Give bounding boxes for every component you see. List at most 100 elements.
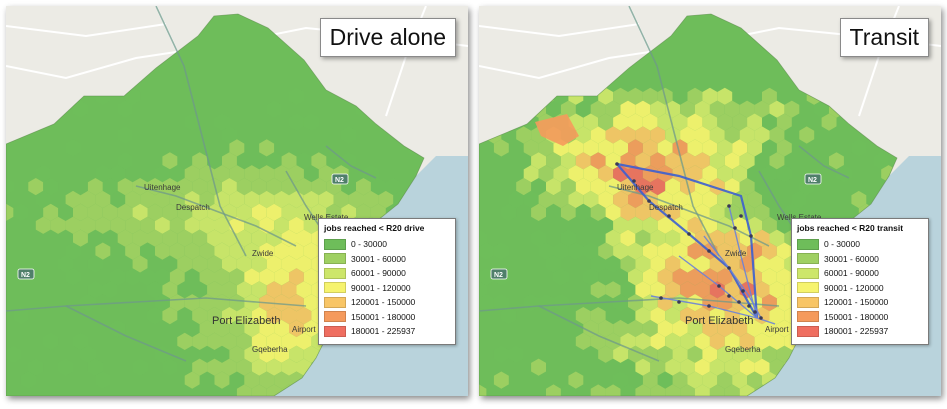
access-hexagon <box>695 384 710 396</box>
transit-stop <box>739 214 743 218</box>
access-hexagon <box>281 332 297 350</box>
access-hexagon <box>739 178 755 196</box>
transit-stop <box>737 300 741 304</box>
access-hexagon <box>560 203 576 221</box>
access-hexagon <box>732 371 748 389</box>
road <box>325 145 377 179</box>
access-hexagon <box>58 358 73 376</box>
access-hexagon <box>95 165 111 183</box>
access-hexagon <box>590 100 606 118</box>
access-hexagon <box>650 229 666 247</box>
access-hexagon <box>546 178 561 196</box>
access-hexagon <box>244 345 260 363</box>
access-hexagon <box>184 242 200 260</box>
access-hexagon <box>214 190 230 209</box>
access-hexagon <box>326 203 342 221</box>
access-hexagon <box>672 345 688 363</box>
access-hexagon <box>724 152 740 170</box>
access-hexagon <box>251 255 267 273</box>
access-hexagon <box>598 139 614 157</box>
access-hexagon <box>717 294 733 312</box>
access-hexagon <box>266 384 282 396</box>
access-hexagon <box>657 268 673 286</box>
access-hexagon <box>747 139 762 157</box>
access-hexagon <box>687 345 703 363</box>
access-hexagon <box>251 203 267 221</box>
transit-stop <box>733 226 737 230</box>
access-hexagon <box>709 332 725 350</box>
access-hexagon <box>702 345 718 363</box>
access-hexagon <box>222 152 237 170</box>
access-hexagon <box>95 190 111 209</box>
access-hexagon <box>665 229 681 247</box>
access-hexagon <box>635 203 651 221</box>
access-hexagon <box>657 216 673 234</box>
access-hexagon <box>657 113 673 131</box>
access-hexagon <box>80 190 96 209</box>
access-hexagon <box>590 152 606 170</box>
access-hexagon <box>560 152 576 170</box>
access-hexagon <box>6 178 14 196</box>
access-hexagon <box>709 229 725 247</box>
access-hexagon <box>102 281 118 299</box>
access-hexagon <box>6 345 21 363</box>
access-hexagon <box>635 281 651 299</box>
access-hexagon <box>762 345 777 363</box>
access-hexagon <box>222 178 237 196</box>
access-hexagon <box>192 255 208 273</box>
access-hexagon <box>259 268 275 286</box>
place-label-wells-estate: Wells Estate <box>777 213 822 222</box>
access-hexagon <box>732 165 748 183</box>
access-hexagon <box>709 152 725 170</box>
access-hexagon <box>147 203 163 221</box>
access-hexagon <box>680 307 695 325</box>
legend-label: 120001 - 150000 <box>824 297 889 308</box>
access-hexagon <box>274 165 289 183</box>
access-hexagon <box>162 358 178 376</box>
access-hexagon <box>73 100 88 118</box>
road <box>608 185 770 247</box>
access-hexagon <box>680 332 695 350</box>
place-label-airport: Airport <box>765 325 789 334</box>
access-hexagon <box>303 268 319 286</box>
access-hexagon <box>117 126 133 144</box>
access-hexagon <box>479 384 487 396</box>
legend-swatch <box>797 282 819 294</box>
access-hexagon <box>479 294 494 312</box>
transit-stop <box>727 294 731 298</box>
access-hexagon <box>695 126 710 144</box>
access-hexagon <box>553 294 569 312</box>
access-hexagon <box>169 294 185 312</box>
access-hexagon <box>43 178 59 196</box>
access-hexagon <box>251 281 267 299</box>
access-hexagon <box>665 307 681 325</box>
legend-row: 90001 - 120000 <box>797 281 923 296</box>
access-hexagon <box>575 307 591 325</box>
access-hexagon <box>229 139 245 157</box>
legend-swatch <box>797 296 819 308</box>
access-hexagon <box>717 216 733 234</box>
access-hexagon <box>236 384 252 396</box>
access-hexagon <box>769 126 785 144</box>
access-hexagon <box>169 216 185 234</box>
legend-swatch <box>324 282 346 294</box>
access-hexagon <box>303 319 319 338</box>
access-hexagon <box>341 152 356 170</box>
route-shield-n2: N2 <box>804 173 822 185</box>
access-hexagon <box>575 332 591 350</box>
transit-stop <box>727 266 731 270</box>
access-hexagon <box>732 113 748 131</box>
access-hexagon <box>493 371 509 389</box>
access-hexagon <box>110 216 126 234</box>
access-hexagon <box>274 242 289 260</box>
access-hexagon <box>155 190 170 209</box>
access-hexagon <box>523 190 539 209</box>
access-hexagon <box>709 178 725 196</box>
access-hexagon <box>370 178 386 196</box>
access-hexagon <box>117 100 133 118</box>
access-hexagon <box>65 139 81 157</box>
access-hexagon <box>583 190 599 209</box>
access-hexagon <box>732 345 748 363</box>
access-hexagon <box>289 216 304 234</box>
legend: jobs reached < R20 transit 0 - 30000 3000… <box>791 218 929 345</box>
